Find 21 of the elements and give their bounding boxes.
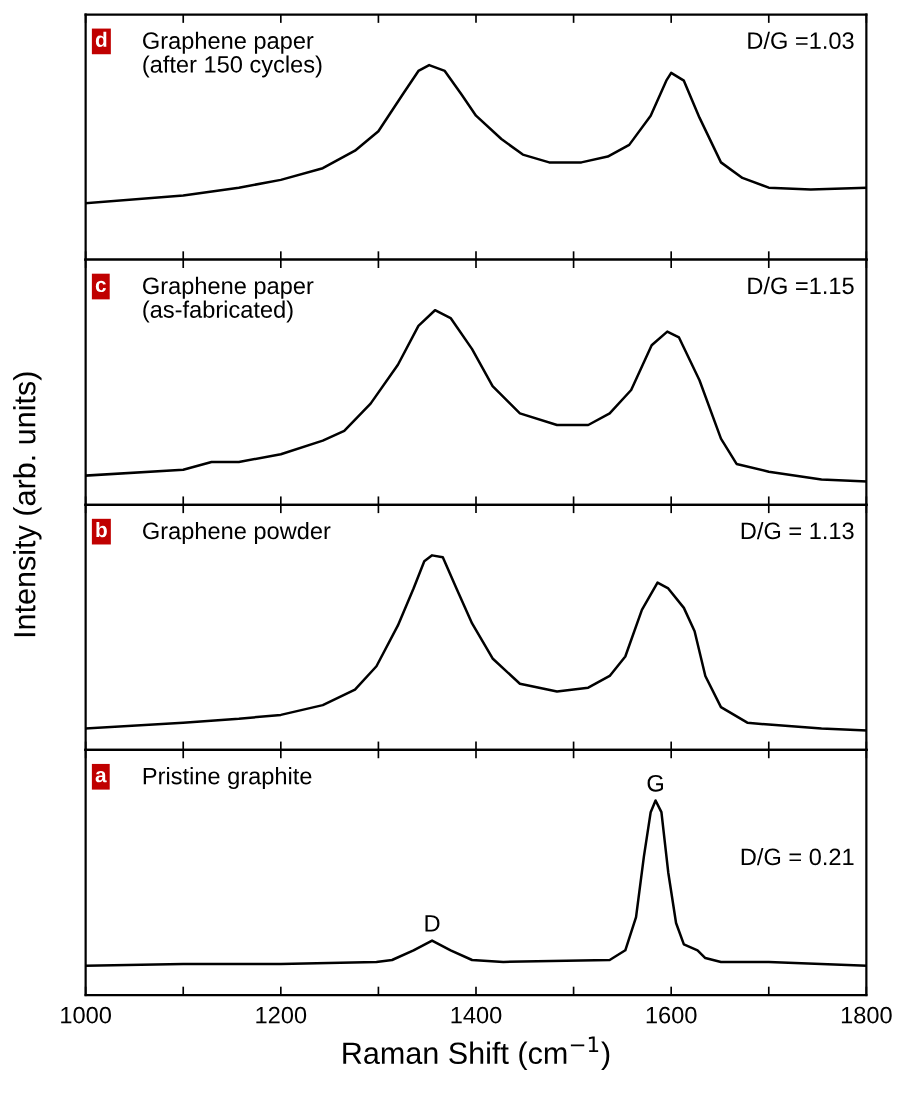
text: c (95, 280, 106, 293)
text: D/G = 1.13 (741, 521, 854, 540)
x-tick-label: 1200 (256, 1006, 307, 1024)
chart-title: Pristine graphite (143, 767, 312, 790)
text: b (96, 521, 107, 538)
x-tick-label: 1800 (841, 1006, 892, 1024)
text: D/G =1.15 (748, 276, 854, 295)
text: a (95, 770, 107, 783)
y-axis-title: Intensity (arb. units) (13, 372, 42, 637)
text: D/G =1.03 (748, 31, 854, 50)
annotation: D/G = 0.21 (741, 847, 854, 866)
chart-title: Graphene powder (143, 521, 331, 544)
chart-title: Graphene paper (as-fabricated) (143, 276, 314, 323)
x-tick-label: 1600 (646, 1006, 697, 1024)
x-tick-label: 1400 (451, 1006, 502, 1024)
x-axis-title: Raman Shift (cm$^{−1}$) (343, 1036, 610, 1071)
x-tick-label: 1000 (61, 1006, 111, 1024)
annotation: D (425, 915, 440, 932)
text: d (95, 31, 107, 47)
chart-title: Graphene paper (after 150 cycles) (143, 31, 322, 78)
annotation: G (647, 774, 663, 792)
